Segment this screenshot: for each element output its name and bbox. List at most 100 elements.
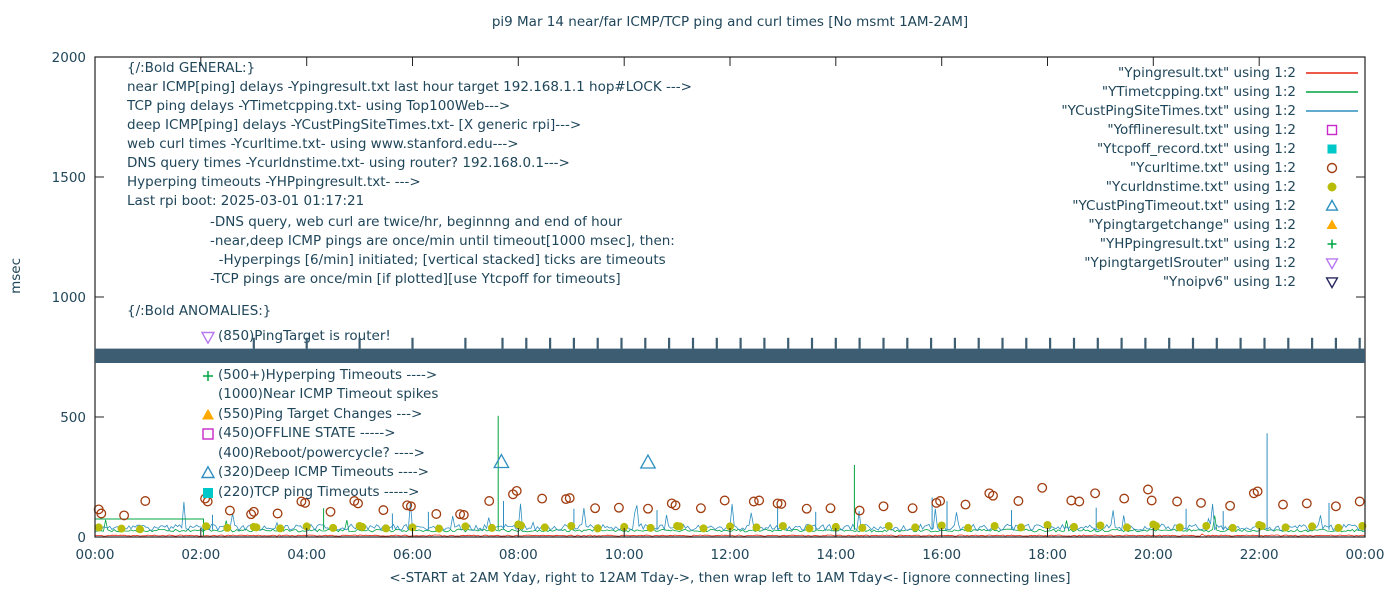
legend-marker-open-triangle-up: [1325, 198, 1339, 211]
dns-time-point: [329, 523, 338, 532]
general-note-line: {/:Bold GENERAL:}: [127, 60, 256, 76]
legend-label: "Ycurltime.txt" using 1:2: [1129, 159, 1296, 176]
curl-time-point: [1013, 496, 1024, 506]
dns-time-point: [517, 521, 525, 530]
legend-marker-plus: [1327, 239, 1337, 248]
curl-time-point: [988, 490, 998, 501]
anomalies-block: (850)PingTarget is router! (500+)Hyperpi…: [201, 326, 438, 502]
x-axis-label: <-START at 2AM Yday, right to 12AM Tday-…: [389, 570, 1071, 586]
legend-marker-filled-triangle-up: [1326, 218, 1338, 229]
legend-marker-open-square: [1326, 124, 1338, 135]
legend-label: "Ynoipv6" using 1:2: [1162, 273, 1296, 290]
curl-time-point: [695, 503, 706, 514]
dns-time-point: [540, 523, 549, 532]
x-tick-label: 16:00: [922, 547, 961, 563]
legend-label: "YHPpingresult.txt" using 1:2: [1099, 235, 1296, 252]
curl-time-point: [748, 496, 759, 507]
legend-marker-line: [1306, 90, 1358, 93]
legend-label: "YCustPingTimeout.txt" using 1:2: [1072, 197, 1296, 214]
dns-time-point: [752, 523, 761, 532]
curl-time-point: [801, 503, 812, 514]
curl-time-point: [561, 494, 571, 505]
curl-time-point: [907, 503, 918, 514]
dns-time-point: [252, 523, 261, 532]
legend-item: "YTimetcpping.txt" using 1:2: [1061, 82, 1360, 101]
legend-marker-open-triangle-down: [1325, 257, 1339, 270]
legend-item: "Ycurltime.txt" using 1:2: [1061, 158, 1360, 177]
curl-time-point: [1252, 486, 1263, 497]
dns-time-point: [408, 523, 417, 532]
x-tick-label: 20:00: [1134, 547, 1173, 563]
curl-time-point: [564, 493, 575, 504]
dns-time-point: [1096, 521, 1105, 530]
dns-time-point: [136, 525, 144, 534]
legend-label: "YCustPingSiteTimes.txt" using 1:2: [1061, 102, 1296, 119]
curl-time-point: [613, 502, 624, 513]
dns-time-point: [1122, 523, 1131, 532]
legend-marker-line: [1306, 109, 1358, 112]
curl-time-point: [878, 501, 889, 512]
general-note-indent-line: -Hyperpings [6/min] initiated; [vertical…: [210, 252, 666, 268]
general-note-line: DNS query times -Ycurldnstime.txt- using…: [127, 155, 570, 171]
anomaly-text: (500+)Hyperping Timeouts ---->: [218, 366, 438, 383]
curl-time-point: [455, 509, 466, 520]
x-tick-label: 14:00: [816, 547, 855, 563]
anomaly-text: (850)PingTarget is router!: [218, 327, 391, 344]
curl-time-point: [935, 496, 946, 506]
anomaly-line: (500+)Hyperping Timeouts ---->: [201, 365, 438, 385]
dns-time-point: [937, 521, 946, 530]
filled-triangle-up-icon: [202, 408, 214, 420]
y-tick-label: 0: [77, 530, 86, 546]
curl-time-point: [405, 501, 416, 512]
dns-time-point: [726, 522, 734, 531]
anomaly-spacer: [201, 346, 438, 366]
legend-item: "Ynoipv6" using 1:2: [1061, 272, 1360, 291]
dns-time-point: [1017, 523, 1025, 532]
legend-item: "Yofflineresult.txt" using 1:2: [1061, 120, 1360, 139]
dns-time-point: [276, 524, 285, 533]
dns-time-point: [202, 522, 211, 531]
dns-time-point: [646, 523, 655, 532]
curl-time-point: [484, 496, 495, 506]
curl-time-point: [590, 503, 601, 514]
general-note-line: TCP ping delays -YTimetcpping.txt- using…: [127, 98, 511, 114]
deep-icmp-timeout-point: [493, 453, 510, 469]
x-tick-label: 00:00: [1346, 547, 1385, 563]
dns-time-point: [1308, 522, 1317, 531]
dns-time-point: [831, 522, 840, 531]
anomaly-line: (450)OFFLINE STATE ----->: [201, 424, 438, 444]
curl-time-point: [1225, 500, 1236, 511]
anomaly-line: (320)Deep ICMP Timeouts ---->: [201, 463, 438, 483]
anomaly-text: (220)TCP ping Timeouts ----->: [218, 483, 420, 500]
curl-time-point: [300, 497, 311, 508]
x-tick-label: 06:00: [393, 547, 432, 563]
no-marker: [201, 386, 218, 402]
curl-time-point: [1301, 498, 1312, 509]
deep-icmp-timeout-point: [639, 453, 657, 469]
general-note-line: Last rpi boot: 2025-03-01 01:17:21: [127, 193, 365, 209]
dns-time-point: [620, 522, 629, 531]
legend-label: "Ypingtargetchange" using 1:2: [1088, 216, 1296, 233]
y-tick-label: 500: [60, 410, 86, 426]
dns-time-point: [1257, 522, 1266, 530]
x-tick-label: 18:00: [1028, 547, 1067, 563]
x-tick-label: 12:00: [711, 547, 750, 563]
anomaly-text: (400)Reboot/powercycle? ---->: [218, 444, 425, 461]
dns-time-point: [1202, 522, 1211, 530]
dns-time-point: [884, 522, 893, 530]
legend-label: "Ycurldnstime.txt" using 1:2: [1105, 178, 1296, 195]
dns-time-point: [382, 524, 390, 533]
legend-label: "Yofflineresult.txt" using 1:2: [1107, 121, 1296, 138]
general-note-indent-line: -TCP pings are once/min [if plotted][use…: [210, 271, 621, 287]
curl-time-point: [119, 510, 130, 521]
general-notes-block: {/:Bold GENERAL:} near ICMP[ping] delays …: [127, 59, 692, 211]
anomaly-text: (1000)Near ICMP Timeout spikes: [218, 386, 439, 403]
dns-time-point: [699, 524, 708, 533]
legend-label: "Ypingresult.txt" using 1:2: [1118, 64, 1296, 81]
x-tick-label: 08:00: [499, 547, 538, 563]
general-note-line: Hyperping timeouts -YHPpingresult.txt- -…: [127, 174, 421, 190]
curl-time-point: [776, 498, 787, 509]
anomaly-text: (320)Deep ICMP Timeouts ---->: [218, 464, 429, 481]
curl-time-point: [670, 500, 681, 511]
dns-time-point: [1228, 523, 1237, 532]
